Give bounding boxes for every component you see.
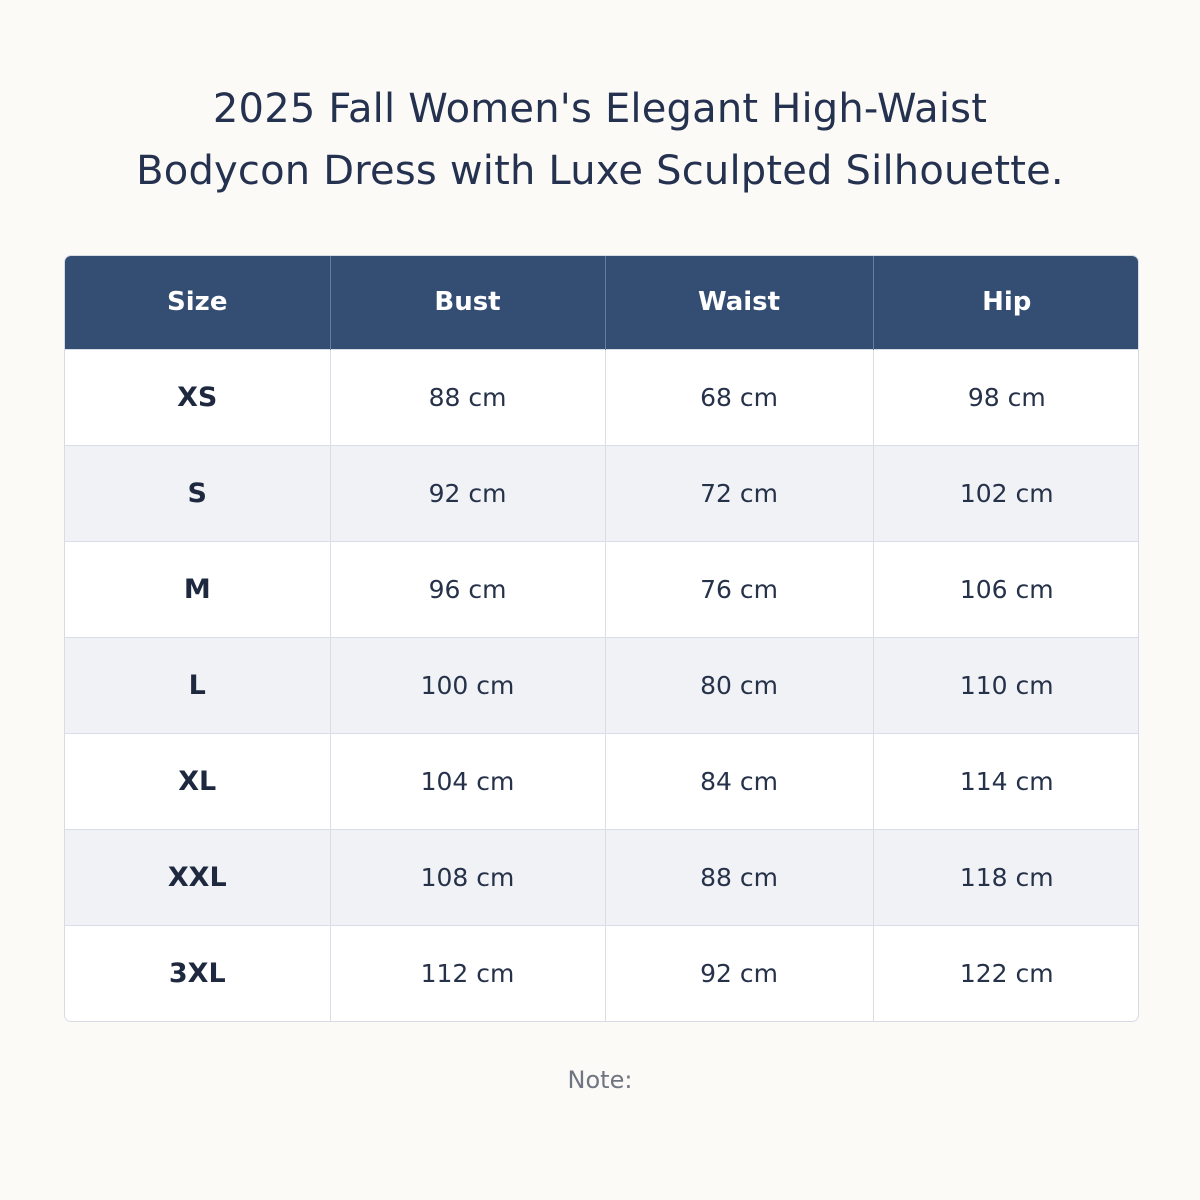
waist-cell: 92 cm bbox=[605, 924, 874, 1021]
waist-cell: 76 cm bbox=[605, 540, 874, 637]
size-chart-table-container: Size Bust Waist Hip XS 88 cm 68 cm 98 cm… bbox=[64, 255, 1139, 1022]
bust-cell: 96 cm bbox=[330, 540, 606, 637]
size-cell: XS bbox=[65, 348, 331, 445]
hip-cell: 118 cm bbox=[873, 828, 1138, 925]
table-header: Size Bust Waist Hip bbox=[65, 256, 1138, 349]
table-row: XS 88 cm 68 cm 98 cm bbox=[65, 348, 1138, 445]
note-label: Note: bbox=[567, 1066, 633, 1094]
bust-cell: 92 cm bbox=[330, 444, 606, 541]
table-row: 3XL 112 cm 92 cm 122 cm bbox=[65, 924, 1138, 1021]
size-cell: M bbox=[65, 540, 331, 637]
table-body: XS 88 cm 68 cm 98 cm S 92 cm 72 cm 102 c… bbox=[65, 348, 1138, 1021]
page-title: 2025 Fall Women's Elegant High-Waist Bod… bbox=[0, 78, 1200, 202]
title-line-2: Bodycon Dress with Luxe Sculpted Silhoue… bbox=[136, 148, 1064, 194]
header-bust: Bust bbox=[330, 256, 606, 349]
table-row: XXL 108 cm 88 cm 118 cm bbox=[65, 828, 1138, 925]
header-hip: Hip bbox=[982, 287, 1032, 318]
waist-cell: 84 cm bbox=[605, 732, 874, 829]
hip-cell: 114 cm bbox=[873, 732, 1138, 829]
size-chart-table: Size Bust Waist Hip XS 88 cm 68 cm 98 cm… bbox=[65, 256, 1138, 1021]
waist-cell: 68 cm bbox=[605, 348, 874, 445]
bust-cell: 112 cm bbox=[330, 924, 606, 1021]
waist-cell: 72 cm bbox=[605, 444, 874, 541]
hip-cell: 122 cm bbox=[873, 924, 1138, 1021]
bust-cell: 108 cm bbox=[330, 828, 606, 925]
table-row: XL 104 cm 84 cm 114 cm bbox=[65, 732, 1138, 829]
table-row: S 92 cm 72 cm 102 cm bbox=[65, 444, 1138, 541]
header-row: Size Bust Waist Hip bbox=[65, 256, 1138, 349]
size-cell: S bbox=[65, 444, 331, 541]
waist-cell: 88 cm bbox=[605, 828, 874, 925]
bust-cell: 88 cm bbox=[330, 348, 606, 445]
header-waist: Waist bbox=[605, 256, 874, 349]
table-row: L 100 cm 80 cm 110 cm bbox=[65, 636, 1138, 733]
bust-cell: 100 cm bbox=[330, 636, 606, 733]
hip-cell: 102 cm bbox=[873, 444, 1138, 541]
header-size: Size bbox=[65, 256, 331, 349]
hip-cell: 110 cm bbox=[873, 636, 1138, 733]
size-cell: L bbox=[65, 636, 331, 733]
title-line-1: 2025 Fall Women's Elegant High-Waist bbox=[212, 86, 988, 132]
hip-cell: 106 cm bbox=[873, 540, 1138, 637]
table-row: M 96 cm 76 cm 106 cm bbox=[65, 540, 1138, 637]
hip-cell: 98 cm bbox=[873, 348, 1138, 445]
waist-cell: 80 cm bbox=[605, 636, 874, 733]
bust-cell: 104 cm bbox=[330, 732, 606, 829]
size-cell: 3XL bbox=[65, 924, 331, 1021]
size-cell: XXL bbox=[65, 828, 331, 925]
size-cell: XL bbox=[65, 732, 331, 829]
